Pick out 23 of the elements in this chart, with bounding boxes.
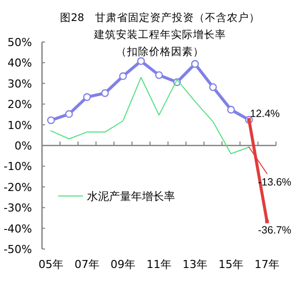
x-tick-label: 09年: [110, 258, 136, 271]
data-label: -36.7%: [258, 224, 292, 236]
y-tick-label: -20%: [4, 180, 32, 194]
y-tick-label: -40%: [4, 222, 32, 236]
y-tick-label: -30%: [4, 202, 32, 215]
y-tick-label: 20%: [8, 98, 32, 112]
y-tick-label: -10%: [4, 160, 32, 174]
x-tick-label: 07年: [74, 258, 100, 271]
chart-subtitle: 建筑安装工程年实际增长率（扣除价格因素）: [94, 28, 226, 60]
chart-title: 图28 甘肃省固定资产投资（不含农户）: [58, 11, 262, 26]
x-tick-label: 13年: [182, 258, 208, 271]
x-tick-label: 15年: [218, 258, 244, 271]
y-tick-label: 50%: [8, 36, 32, 49]
x-tick-label: 11年: [146, 258, 172, 271]
x-tick-label: 17年: [254, 258, 280, 271]
legend-label: 水泥产量年增长率: [87, 190, 175, 203]
x-tick-label: 05年: [38, 258, 64, 271]
y-tick-label: 10%: [8, 118, 32, 132]
y-tick-label: 30%: [8, 77, 32, 90]
y-tick-label: 0%: [14, 140, 32, 152]
y-tick-label: 40%: [8, 56, 32, 70]
y-tick-label: -50%: [4, 243, 32, 256]
data-label: 12.4%: [250, 108, 280, 120]
